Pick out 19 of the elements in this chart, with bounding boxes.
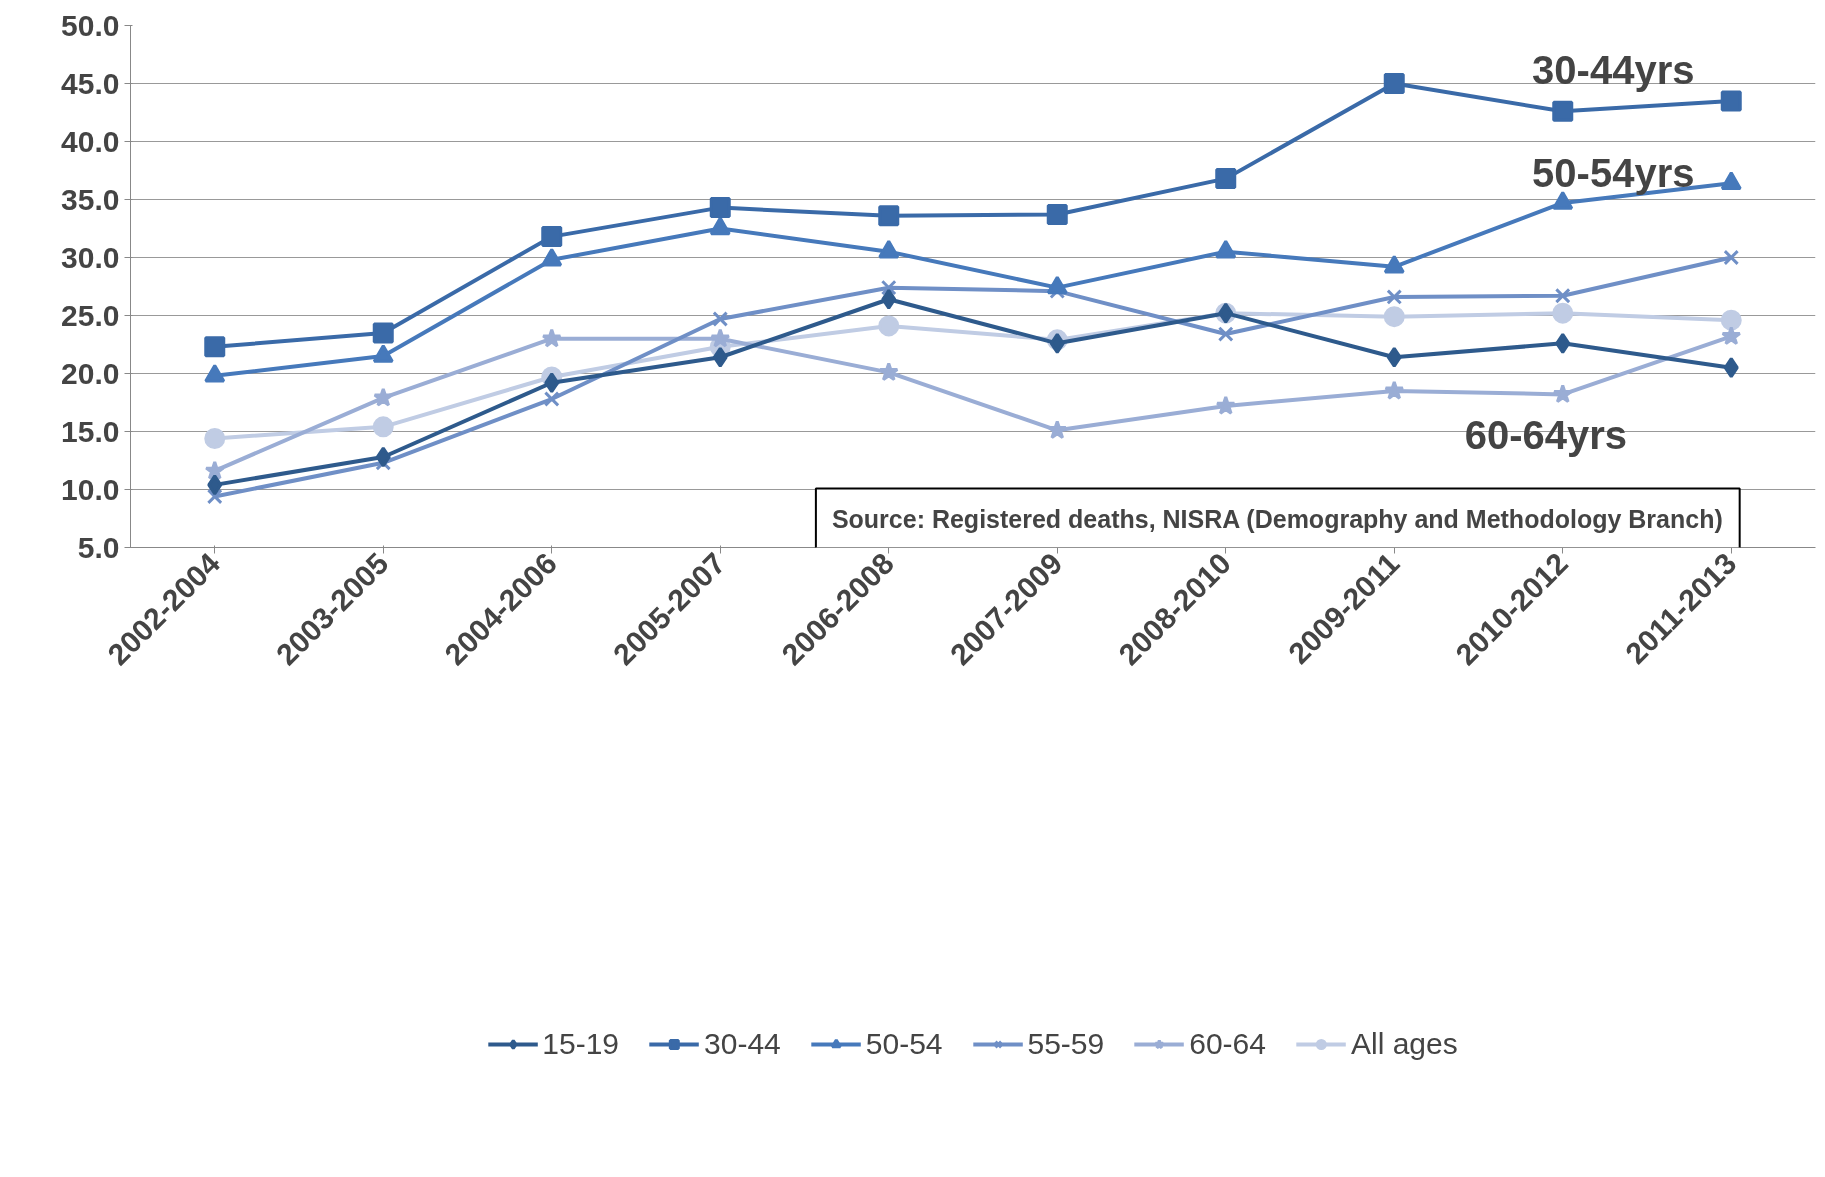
legend-label: All ages: [1350, 1026, 1458, 1061]
y-tick-label: 45.0: [61, 66, 120, 100]
y-tick-label: 10.0: [61, 472, 120, 506]
y-tick-label: 25.0: [61, 298, 120, 332]
legend-label: 30-44: [704, 1026, 781, 1061]
legend-label: 60-64: [1189, 1026, 1266, 1061]
y-tick-label: 35.0: [61, 182, 120, 216]
annotation: 50-54yrs: [1532, 150, 1695, 195]
legend-label: 55-59: [1027, 1026, 1105, 1061]
annotation: 60-64yrs: [1464, 412, 1628, 457]
y-tick-label: 50.0: [61, 8, 120, 42]
legend-label: 50-54: [865, 1026, 943, 1061]
y-tick-label: 15.0: [61, 414, 120, 448]
annotation: 30-44yrs: [1532, 47, 1695, 92]
annotation: Source: Registered deaths, NISRA (Demography and Methodology Branch): [831, 504, 1723, 533]
y-tick-label: 20.0: [61, 356, 120, 390]
y-tick-label: 30.0: [61, 240, 120, 274]
legend-label: 15-19: [542, 1026, 620, 1061]
y-tick-label: 40.0: [61, 124, 120, 158]
